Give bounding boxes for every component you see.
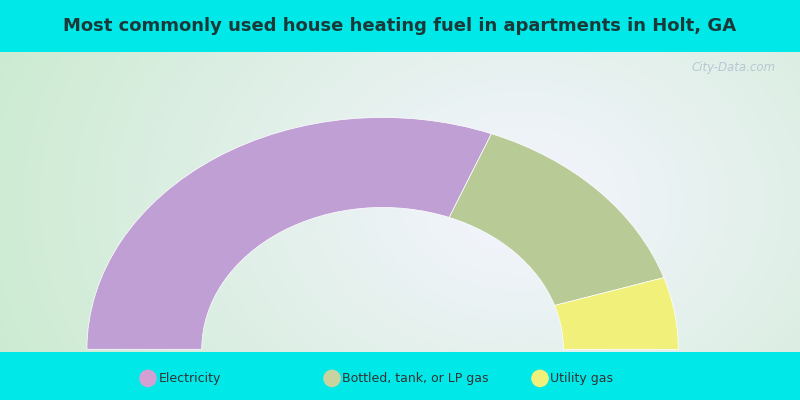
Text: Bottled, tank, or LP gas: Bottled, tank, or LP gas [342,372,489,385]
Text: Utility gas: Utility gas [550,372,614,385]
Text: Electricity: Electricity [158,372,221,385]
Wedge shape [87,118,491,349]
Text: Most commonly used house heating fuel in apartments in Holt, GA: Most commonly used house heating fuel in… [63,17,737,35]
Text: City-Data.com: City-Data.com [692,61,776,74]
Wedge shape [449,134,664,306]
Wedge shape [554,278,678,349]
